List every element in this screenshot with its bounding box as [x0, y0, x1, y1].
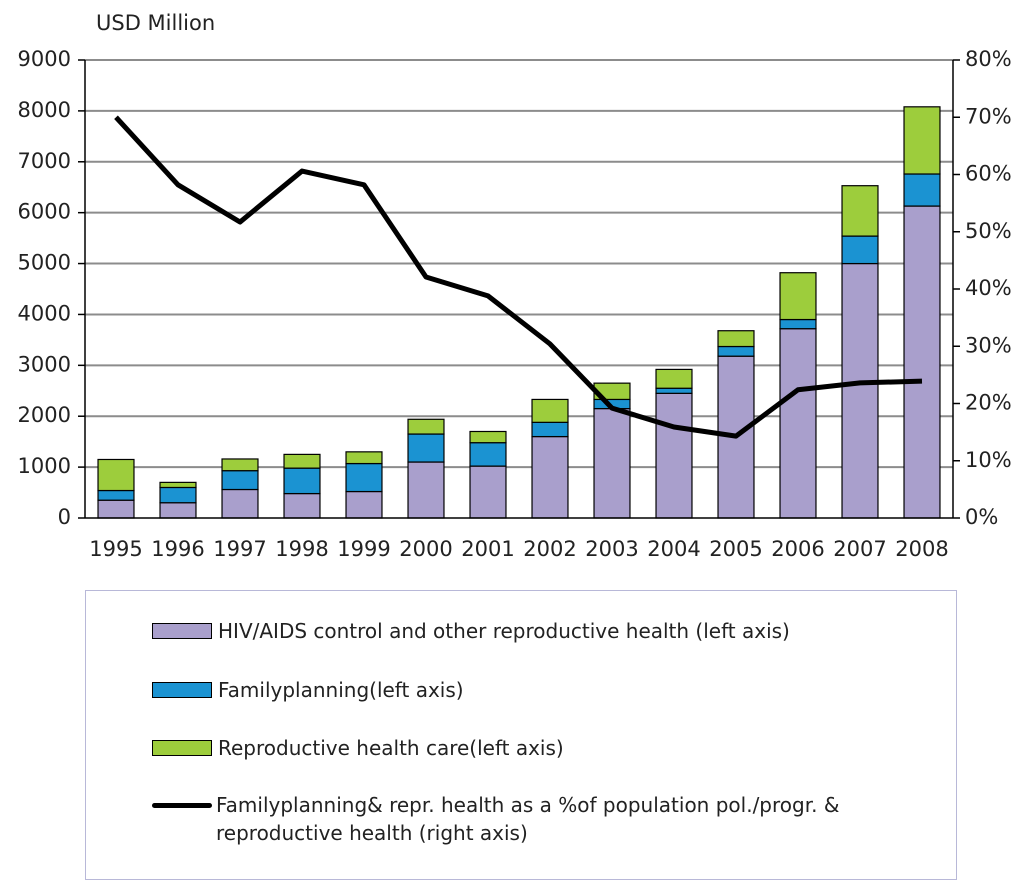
y-tick-label: 7000 [18, 149, 71, 173]
bar [345, 490, 383, 519]
bar [469, 430, 507, 444]
bar [345, 451, 383, 465]
bar [531, 421, 569, 438]
bar [841, 235, 879, 265]
bar [593, 407, 631, 519]
bar [345, 462, 383, 493]
bar [841, 262, 879, 519]
x-tick-label: 1997 [213, 537, 266, 561]
bar [407, 461, 445, 519]
legend-item: Familyplanning(left axis) [152, 676, 932, 704]
y-tick-label: 1000 [18, 454, 71, 478]
bar [655, 392, 693, 519]
legend-label: Familyplanning(left axis) [218, 678, 464, 702]
bar [283, 492, 321, 519]
y2-tick-label: 50% [965, 219, 1012, 243]
bar [779, 272, 817, 321]
y2-tick-label: 60% [965, 162, 1012, 186]
bar [97, 499, 135, 519]
bar [841, 185, 879, 237]
x-tick-label: 2000 [399, 537, 452, 561]
y2-tick-label: 30% [965, 333, 1012, 357]
bar [779, 318, 817, 330]
bar [407, 433, 445, 463]
bar [283, 467, 321, 495]
y2-tick-label: 80% [965, 47, 1012, 71]
x-tick-label: 2001 [461, 537, 514, 561]
x-tick-label: 1999 [337, 537, 390, 561]
y-tick-label: 3000 [18, 352, 71, 376]
bar [159, 502, 197, 519]
bar [283, 453, 321, 469]
bar [469, 442, 507, 467]
y-tick-label: 8000 [18, 98, 71, 122]
bar [469, 465, 507, 519]
y2-tick-label: 0% [965, 505, 998, 529]
y-tick-label: 5000 [18, 251, 71, 275]
line [114, 115, 923, 439]
legend-item: Reproductive health care(left axis) [152, 734, 932, 762]
x-tick-label: 1995 [89, 537, 142, 561]
y2-tick-label: 20% [965, 391, 1012, 415]
bar [159, 481, 197, 489]
x-tick-label: 1996 [151, 537, 204, 561]
legend-swatch [152, 740, 212, 756]
bar [221, 488, 259, 519]
y-tick-label: 4000 [18, 301, 71, 325]
bar [717, 345, 755, 357]
bar [159, 486, 197, 504]
x-tick-label: 2006 [771, 537, 824, 561]
bar [779, 328, 817, 519]
legend-item: Familyplanning& repr. health as a %of po… [152, 791, 932, 847]
x-tick-label: 2007 [833, 537, 886, 561]
x-tick-label: 2004 [647, 537, 700, 561]
bar [717, 330, 755, 348]
x-tick-label: 2002 [523, 537, 576, 561]
y2-tick-label: 10% [965, 448, 1012, 472]
x-tick-label: 2008 [895, 537, 948, 561]
bar [97, 489, 135, 501]
y-axis-label: USD Million [96, 11, 215, 35]
bar [97, 458, 135, 492]
y2-tick-label: 70% [965, 104, 1012, 128]
bar [407, 418, 445, 435]
bar [221, 470, 259, 491]
legend-label: Reproductive health care(left axis) [218, 736, 564, 760]
bar [903, 205, 941, 519]
bar [655, 368, 693, 389]
chart: USD Million 0 1000 2000 3000 4000 5000 6000 700… [18, 11, 1012, 561]
legend-label: Familyplanning& repr. health as a %of po… [216, 793, 840, 845]
bar [531, 435, 569, 519]
bar [531, 398, 569, 423]
legend-item: HIV/AIDS control and other reproductive … [152, 617, 932, 645]
x-tick-label: 2005 [709, 537, 762, 561]
y-tick-label: 0 [58, 505, 71, 529]
legend-swatch [152, 682, 212, 698]
y-tick-label: 6000 [18, 200, 71, 224]
legend-swatch [152, 623, 212, 639]
bar [903, 173, 941, 207]
x-tick-label: 1998 [275, 537, 328, 561]
bar [655, 387, 693, 394]
y2-tick-label: 40% [965, 276, 1012, 300]
bar [903, 106, 941, 175]
legend-label: HIV/AIDS control and other reproductive … [218, 619, 790, 643]
bar [221, 458, 259, 472]
legend: HIV/AIDS control and other reproductive … [85, 590, 957, 880]
y-tick-label: 9000 [18, 47, 71, 71]
legend-swatch [152, 803, 212, 808]
y-tick-label: 2000 [18, 403, 71, 427]
x-tick-label: 2003 [585, 537, 638, 561]
